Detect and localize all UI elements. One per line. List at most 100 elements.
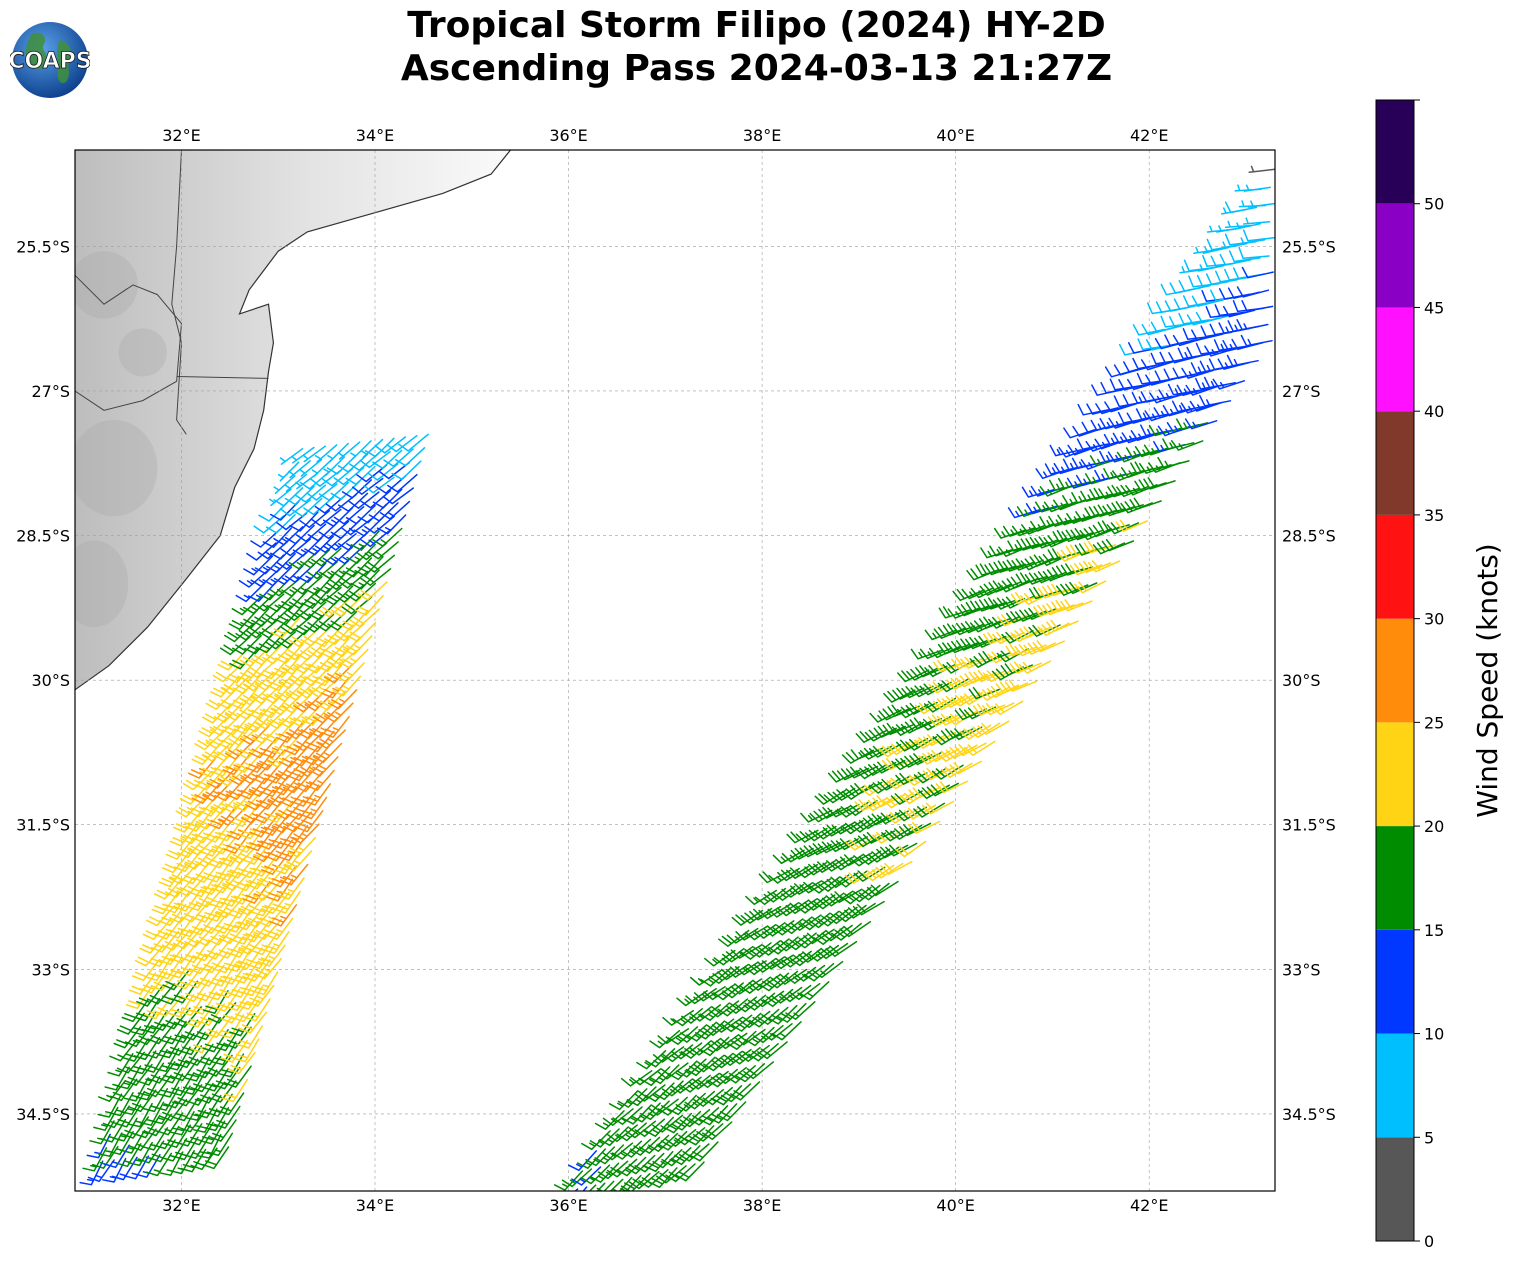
- wind-barb: [186, 1082, 214, 1106]
- wind-barb: [799, 878, 832, 894]
- wind-barb: [316, 690, 346, 711]
- wind-barb: [1178, 312, 1211, 325]
- wind-barb: [200, 872, 229, 895]
- wind-barb: [150, 969, 180, 992]
- wind-barb: [243, 959, 271, 982]
- wind-barb: [151, 1008, 180, 1031]
- wind-barb: [169, 824, 198, 847]
- wind-barb: [1101, 538, 1135, 552]
- wind-barb: [184, 1057, 210, 1082]
- wind-barb: [754, 887, 787, 906]
- wind-barb: [326, 650, 358, 669]
- wind-barb: [301, 666, 331, 687]
- wind-barb: [194, 847, 225, 868]
- wind-barb: [310, 586, 342, 605]
- country-border: [176, 376, 269, 379]
- wind-barb: [260, 657, 289, 680]
- wind-barb: [275, 799, 305, 820]
- wind-barb: [269, 826, 297, 849]
- wind-barb: [253, 918, 282, 940]
- wind-barb: [283, 850, 313, 872]
- wind-barb: [193, 1055, 222, 1079]
- wind-barb: [799, 912, 831, 931]
- wind-barb: [224, 1065, 252, 1088]
- wind-barb: [296, 679, 327, 699]
- wind-barb: [346, 621, 377, 642]
- wind-barb: [620, 1070, 653, 1087]
- wind-barb: [223, 831, 252, 854]
- terrain-relief: [75, 251, 138, 319]
- wind-barb: [327, 610, 358, 631]
- wind-barb: [1247, 200, 1275, 208]
- wind-barb: [221, 714, 251, 736]
- wind-barb: [1228, 250, 1261, 263]
- wind-barb: [286, 836, 316, 858]
- wind-barb: [213, 1066, 241, 1090]
- wind-barb: [700, 967, 731, 987]
- wind-barb: [165, 1046, 191, 1071]
- wind-barb: [284, 602, 316, 621]
- wind-barb: [283, 733, 312, 756]
- wind-barb: [193, 899, 221, 923]
- wind-barb: [1222, 305, 1256, 318]
- wind-barb: [882, 722, 915, 736]
- wind-barb: [679, 1108, 711, 1128]
- wind-barb: [244, 789, 274, 811]
- wind-barb: [221, 1078, 249, 1103]
- wind-barb: [293, 692, 324, 713]
- wind-barb: [272, 773, 301, 796]
- wind-barb: [862, 830, 896, 844]
- wind-barb: [267, 670, 297, 692]
- wind-barb: [617, 1088, 648, 1108]
- wind-barb: [257, 944, 286, 967]
- wind-barb: [703, 1018, 735, 1036]
- colorbar-bin: [1376, 514, 1414, 619]
- wind-barb: [261, 774, 290, 798]
- wind-barb: [303, 613, 335, 633]
- wind-barb: [256, 788, 286, 810]
- wind-barb: [258, 618, 289, 639]
- wind-barb: [306, 730, 335, 753]
- wind-barb: [589, 1162, 620, 1183]
- wind-barb: [813, 858, 846, 873]
- wind-barb: [252, 840, 282, 863]
- wind-barb: [158, 942, 187, 966]
- wind-barb: [790, 914, 822, 931]
- wind-barb: [803, 962, 835, 982]
- wind-barb: [776, 934, 808, 952]
- wind-barb: [240, 972, 267, 997]
- wind-barb: [217, 805, 248, 826]
- wind-barb: [197, 1081, 226, 1104]
- colorbar-bin: [1376, 618, 1414, 723]
- wind-barb: [744, 958, 776, 976]
- wind-barb: [207, 924, 237, 946]
- wind-barb: [215, 819, 244, 842]
- wind-barb: [697, 1070, 729, 1089]
- wind-barb: [725, 1065, 756, 1084]
- wind-barb: [191, 782, 221, 804]
- wind-barb: [304, 574, 335, 596]
- wind-barb: [213, 1027, 241, 1052]
- wind-barb: [112, 1117, 138, 1142]
- wind-barb: [968, 686, 1002, 700]
- wind-barb: [667, 1094, 697, 1116]
- wind-barb: [145, 1152, 173, 1177]
- wind-barb: [334, 584, 365, 603]
- colorbar-tick-label: 25: [1424, 713, 1444, 732]
- lon-tick-label: 42°E: [1130, 126, 1168, 145]
- wind-barb: [730, 1081, 761, 1101]
- wind-barb: [1224, 201, 1258, 214]
- wind-barb: [167, 954, 195, 979]
- wind-barb: [853, 866, 886, 882]
- wind-barb: [187, 796, 217, 818]
- wind-barb: [1185, 384, 1218, 396]
- wind-barb: [179, 1031, 206, 1056]
- wind-barb: [580, 1164, 611, 1185]
- wind-barb: [252, 971, 279, 996]
- wind-barb: [1127, 378, 1160, 391]
- wind-barb: [281, 694, 312, 714]
- wind-barb: [767, 936, 799, 955]
- wind-barb: [821, 924, 853, 942]
- wind-barb: [189, 913, 218, 936]
- wind-barb: [640, 1066, 671, 1087]
